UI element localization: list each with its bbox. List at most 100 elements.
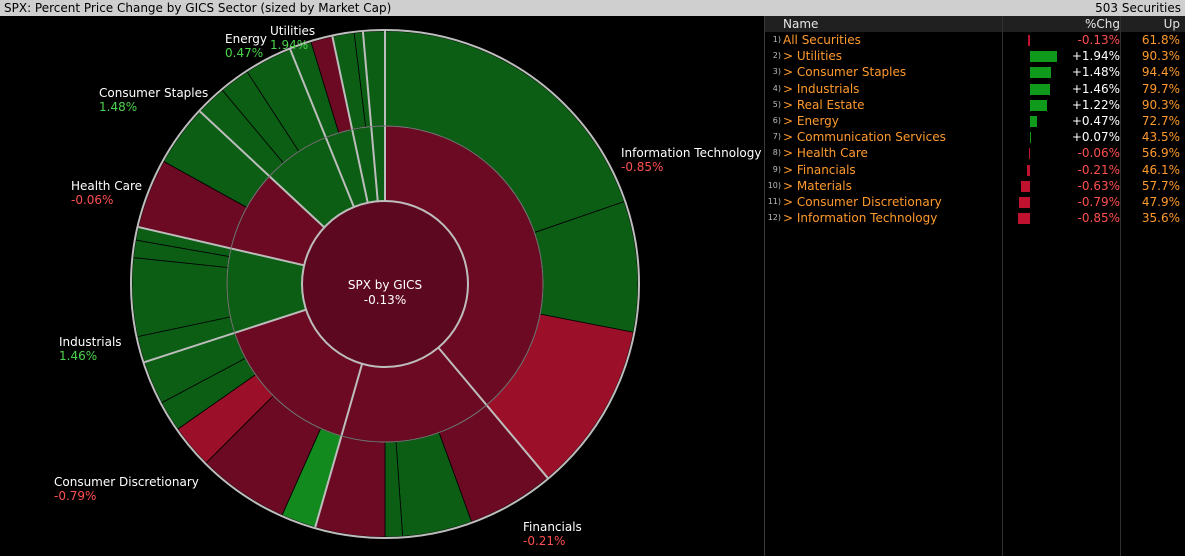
row-name[interactable]: All Securities [783,33,861,47]
row-change: +1.22% [1071,97,1120,112]
change-bar [1021,180,1030,192]
row-number: 10) [767,180,781,190]
label-name: Industrials [59,335,122,349]
row-up-pct: 35.6% [1141,211,1180,226]
row-up-pct: 72.7% [1141,114,1180,128]
label-value: 1.48% [99,100,138,114]
row-up-pct: 79.7% [1141,81,1180,96]
center-label: SPX by GICS -0.13% [345,278,425,307]
row-name[interactable]: > Communication Services [783,130,946,145]
row-change: -0.13% [1077,33,1120,47]
table-row[interactable]: 10) > Materials -0.63% 57.7% [765,178,1185,194]
row-number: 6) [772,116,781,125]
title-bar: SPX: Percent Price Change by GICS Sector… [0,0,1185,16]
row-name[interactable]: > Information Technology [783,211,938,226]
label-name: Utilities [270,24,316,38]
label-consumer-staples: Consumer Staples 1.48% [99,86,208,114]
label-value: 0.47% [225,46,264,60]
row-up-pct: 90.3% [1141,49,1180,64]
row-number: 1) [772,35,781,44]
row-name[interactable]: > Utilities [783,49,843,64]
row-change: +0.47% [1071,114,1120,128]
col-chg-header[interactable]: %Chg [1084,17,1120,31]
sunburst-chart: SPX by GICS -0.13% Information Technolog… [0,16,764,556]
label-consumer-discretionary: Consumer Discretionary -0.79% [54,475,199,503]
row-change: -0.21% [1077,162,1120,177]
label-energy: Energy 0.47% [225,32,267,60]
row-name[interactable]: > Consumer Discretionary [783,195,942,209]
change-bar [1018,197,1030,208]
label-health-care: Health Care -0.06% [71,179,142,207]
row-number: 7) [772,132,781,142]
table-row[interactable]: 4) > Industrials +1.46% 79.7% [765,81,1185,97]
sunburst-svg [130,29,640,539]
table-row[interactable]: 8) > Health Care -0.06% 56.9% [765,145,1185,161]
label-information-technology: Information Technology -0.85% [621,146,762,174]
table-row[interactable]: 9) > Financials -0.21% 46.1% [765,162,1185,178]
row-change: -0.06% [1077,146,1120,161]
row-up-pct: 47.9% [1141,195,1180,209]
center-title: SPX by GICS [347,278,423,292]
change-bar [1018,213,1030,225]
row-number: 2) [772,51,781,61]
sector-divider [144,308,307,364]
change-bar [1030,132,1031,144]
sector-table: Name %Chg Up 1) All Securities -0.13% 61.8%… [764,16,1185,556]
row-number: 5) [772,99,781,109]
change-bar [1028,35,1030,46]
row-name[interactable]: > Consumer Staples [783,65,907,80]
label-name: Consumer Discretionary [54,475,199,489]
window-title: SPX: Percent Price Change by GICS Sector… [4,1,392,15]
row-change: +1.48% [1071,65,1120,80]
row-change: +1.94% [1071,49,1120,64]
table-row[interactable]: 3) > Consumer Staples +1.48% 94.4% [765,64,1185,80]
label-value: -0.06% [71,193,114,207]
column-divider [1002,16,1003,556]
row-number: 4) [772,83,781,93]
change-bar [1029,148,1030,160]
row-change: -0.63% [1077,178,1120,193]
label-name: Energy [225,32,268,46]
label-industrials: Industrials 1.46% [59,335,122,363]
change-bar [1030,67,1051,79]
row-name[interactable]: > Real Estate [783,97,865,112]
row-name[interactable]: > Health Care [783,146,868,161]
row-up-pct: 94.4% [1141,65,1180,80]
label-name: Financials [523,520,582,534]
row-number: 9) [772,164,781,174]
change-bar [1030,116,1037,127]
row-up-pct: 46.1% [1141,162,1180,177]
row-name[interactable]: > Materials [783,178,852,193]
table-row[interactable]: 6) > Energy +0.47% 72.7% [765,113,1185,129]
row-name[interactable]: > Financials [783,162,856,177]
row-name[interactable]: > Industrials [783,81,860,96]
table-row[interactable]: 11) > Consumer Discretionary -0.79% 47.9% [765,194,1185,210]
col-up-header[interactable]: Up [1163,17,1180,31]
label-name: Consumer Staples [99,86,209,100]
row-name[interactable]: > Energy [783,114,839,128]
col-name-header[interactable]: Name [783,17,819,31]
table-row[interactable]: 5) > Real Estate +1.22% 90.3% [765,97,1185,113]
sector-divider [437,346,549,479]
sunburst-center[interactable] [301,200,469,368]
sector-divider [314,363,364,528]
table-row[interactable]: 7) > Communication Services +0.07% 43.5% [765,129,1185,145]
row-up-pct: 43.5% [1141,130,1180,145]
center-value: -0.13% [363,293,407,307]
row-number: 12) [767,213,781,223]
row-up-pct: 90.3% [1141,97,1180,112]
table-row[interactable]: 2) > Utilities +1.94% 90.3% [765,48,1185,64]
change-bar [1030,51,1058,63]
sector-divider [331,36,369,204]
row-change: +0.07% [1071,130,1120,145]
sector-divider [289,49,355,208]
table-row[interactable]: 1) All Securities -0.13% 61.8% [765,32,1185,48]
row-change: +1.46% [1071,81,1120,96]
change-bar [1030,83,1051,95]
table-header: Name %Chg Up [765,16,1185,32]
sunburst-outer-rim [130,29,640,539]
label-value: 1.94% [270,38,309,52]
table-row[interactable]: 12) > Information Technology -0.85% 35.6% [765,210,1185,226]
label-value: -0.85% [621,160,664,174]
label-financials: Financials -0.21% [523,520,582,548]
